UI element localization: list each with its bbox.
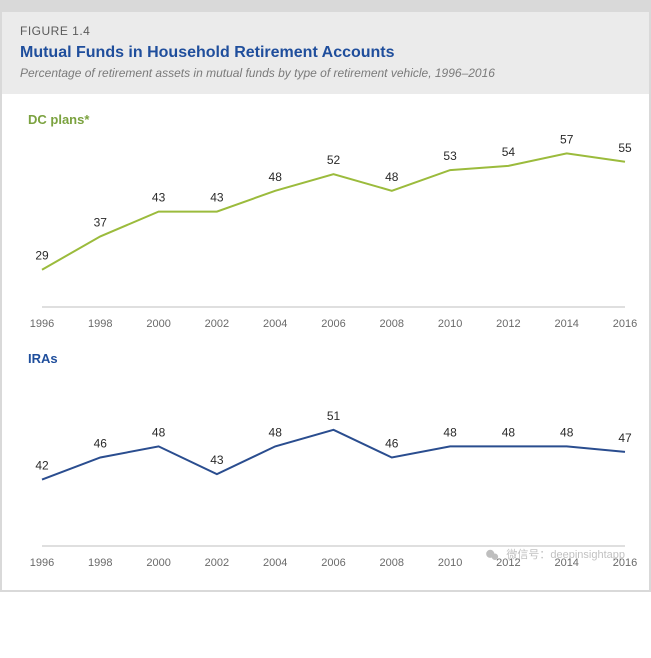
svg-text:43: 43: [210, 191, 224, 205]
chart-dc: 1996 1998 2000 2002 2004 2006 2008 2010 2012 2014…: [18, 131, 633, 341]
svg-text:2014: 2014: [554, 318, 578, 330]
svg-text:48: 48: [152, 425, 166, 439]
svg-text:2016: 2016: [613, 557, 637, 569]
data-labels-ira: 42 46 48 43 48 51 46 48 48 48 47: [35, 409, 632, 473]
svg-text:2012: 2012: [496, 318, 520, 330]
svg-text:2008: 2008: [380, 318, 404, 330]
figure-container: FIGURE 1.4 Mutual Funds in Household Ret…: [0, 0, 651, 592]
x-axis: 1996 1998 2000 2002 2004 2006 2008 2010 2012 2014…: [30, 546, 637, 569]
svg-text:43: 43: [210, 453, 224, 467]
svg-text:47: 47: [618, 431, 632, 445]
svg-text:1998: 1998: [88, 318, 112, 330]
svg-text:43: 43: [152, 191, 166, 205]
svg-text:57: 57: [560, 132, 574, 146]
svg-text:2014: 2014: [554, 557, 578, 569]
chart-panels: DC plans* 1996 1998 2000 2002 2004 2006 2008 20…: [2, 94, 649, 590]
figure-header: FIGURE 1.4 Mutual Funds in Household Ret…: [2, 12, 649, 94]
svg-text:2002: 2002: [205, 557, 229, 569]
svg-text:2016: 2016: [613, 318, 637, 330]
svg-text:2012: 2012: [496, 557, 520, 569]
figure-subtitle: Percentage of retirement assets in mutua…: [20, 66, 631, 80]
svg-text:48: 48: [269, 425, 283, 439]
svg-text:46: 46: [94, 437, 108, 451]
svg-text:2004: 2004: [263, 557, 287, 569]
svg-text:54: 54: [502, 145, 516, 159]
panel-label-dc: DC plans*: [28, 112, 633, 127]
svg-text:2010: 2010: [438, 318, 462, 330]
figure-title: Mutual Funds in Household Retirement Acc…: [20, 44, 631, 62]
svg-text:2000: 2000: [146, 318, 170, 330]
svg-text:52: 52: [327, 153, 341, 167]
svg-text:48: 48: [269, 170, 283, 184]
svg-text:1996: 1996: [30, 557, 54, 569]
chart-ira: 1996 1998 2000 2002 2004 2006 2008 2010 2012 2014…: [18, 370, 633, 580]
chart-panel-dc: DC plans* 1996 1998 2000 2002 2004 2006 2008 20…: [4, 102, 647, 341]
svg-text:2010: 2010: [438, 557, 462, 569]
svg-text:1998: 1998: [88, 557, 112, 569]
svg-text:2006: 2006: [321, 557, 345, 569]
panel-label-ira: IRAs: [28, 351, 633, 366]
figure-number: FIGURE 1.4: [20, 24, 631, 38]
svg-text:42: 42: [35, 459, 49, 473]
svg-text:48: 48: [443, 425, 457, 439]
svg-text:1996: 1996: [30, 318, 54, 330]
series-line-dc: [42, 153, 625, 269]
chart-panel-ira: IRAs 1996 1998 2000 2002 2004 2006 2008 2010 201…: [4, 341, 647, 580]
svg-text:55: 55: [618, 141, 632, 155]
svg-text:46: 46: [385, 437, 399, 451]
series-line-ira: [42, 430, 625, 480]
svg-text:53: 53: [443, 149, 457, 163]
svg-text:48: 48: [385, 170, 399, 184]
svg-text:2000: 2000: [146, 557, 170, 569]
data-labels-dc: 29 37 43 43 48 52 48 53 54 57 55: [35, 132, 632, 262]
svg-text:48: 48: [560, 425, 574, 439]
svg-text:29: 29: [35, 249, 49, 263]
svg-text:48: 48: [502, 425, 516, 439]
svg-text:37: 37: [94, 215, 108, 229]
svg-text:51: 51: [327, 409, 341, 423]
svg-text:2008: 2008: [380, 557, 404, 569]
svg-text:2004: 2004: [263, 318, 287, 330]
x-axis: 1996 1998 2000 2002 2004 2006 2008 2010 2012 2014…: [30, 307, 637, 330]
svg-text:2002: 2002: [205, 318, 229, 330]
svg-text:2006: 2006: [321, 318, 345, 330]
